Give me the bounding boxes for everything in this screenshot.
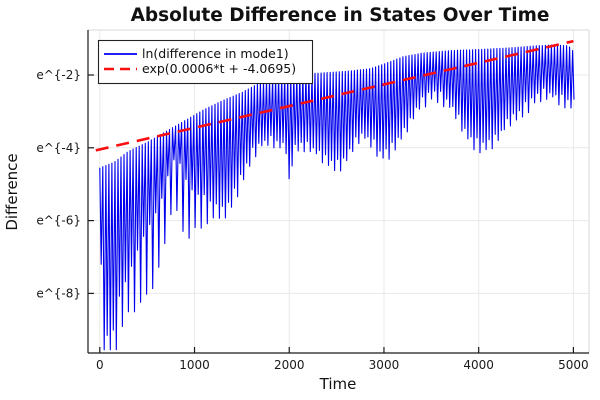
x-tick-label: 2000 (274, 358, 305, 372)
y-tick-label: e^{-6} (36, 214, 81, 228)
y-tick-label: e^{-8} (36, 286, 81, 300)
series-fit-line (95, 39, 574, 152)
x-tick-label: 5000 (558, 358, 589, 372)
legend-box: ln(difference in mode1) exp(0.0006*t + -… (97, 39, 314, 85)
y-tick-label: e^{-2} (36, 68, 81, 82)
x-axis-label: Time (319, 375, 357, 393)
x-tick-label: 3000 (369, 358, 400, 372)
series-signal-line (99, 44, 575, 351)
series-layer (95, 39, 575, 351)
legend-label-signal: ln(difference in mode1) (142, 46, 289, 61)
legend-label-fit: exp(0.0006*t + -4.0695) (142, 61, 296, 76)
legend-border (97, 39, 314, 85)
plot-frame (87, 29, 590, 354)
x-tick-label: 0 (96, 358, 104, 372)
y-axis-label: Difference (3, 153, 21, 230)
tick-layer: 0 1000 2000 3000 4000 5000 e^{-2} e^{-4} e^{-6} e… (36, 68, 588, 372)
y-tick-label: e^{-4} (36, 141, 81, 155)
x-tick-label: 4000 (463, 358, 494, 372)
chart-title: Absolute Difference in States Over Time (131, 5, 550, 26)
x-tick-label: 1000 (179, 358, 210, 372)
